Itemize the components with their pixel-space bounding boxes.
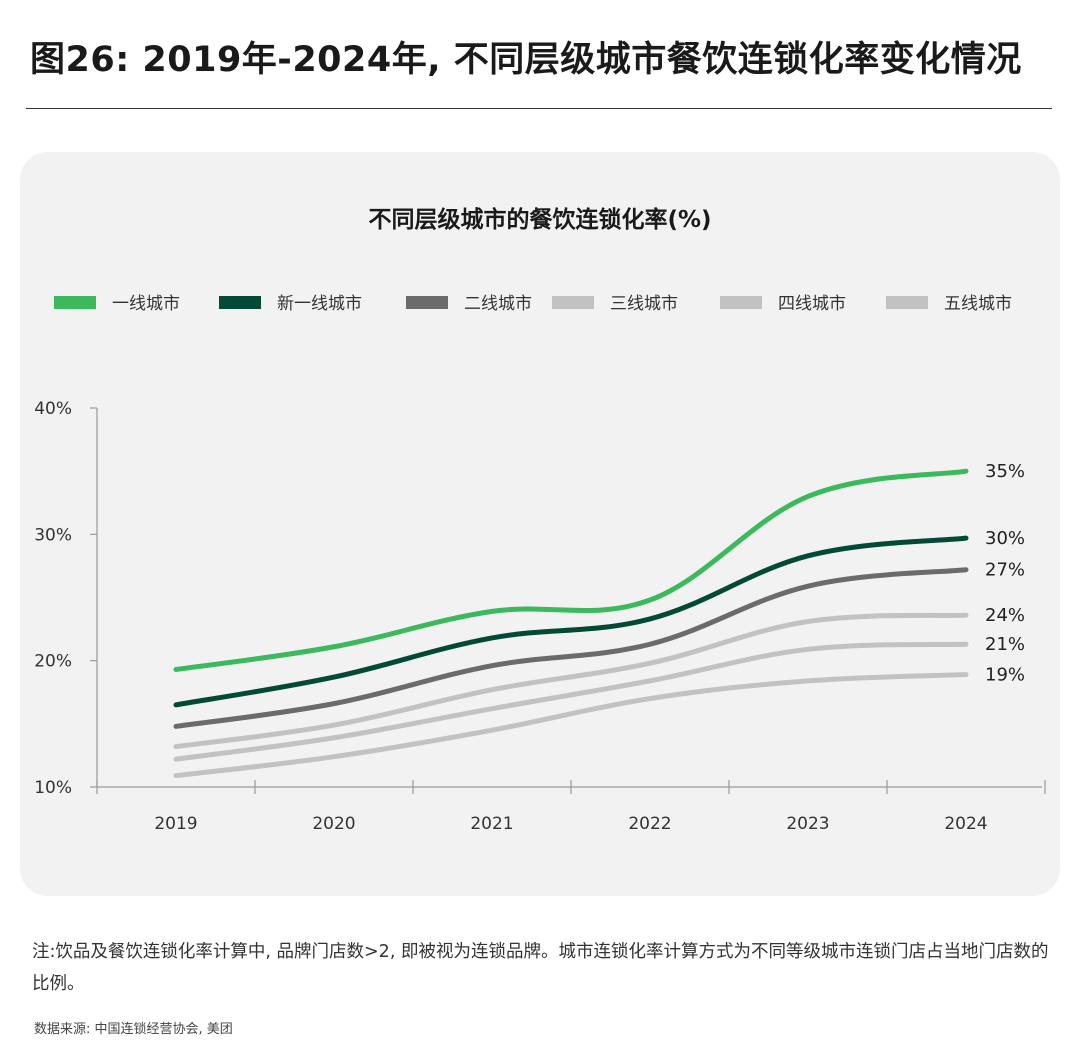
series-line xyxy=(173,641,969,762)
legend-swatch xyxy=(406,296,448,309)
data-source: 数据来源: 中国连锁经营协会, 美团 xyxy=(34,1022,233,1037)
legend-label: 新一线城市 xyxy=(277,294,362,314)
series-line xyxy=(173,535,969,708)
figure-title: 图26: 2019年-2024年, 不同层级城市餐饮连锁化率变化情况 xyxy=(30,40,1022,80)
end-value-label: 35% xyxy=(985,461,1025,482)
footnote: 注:饮品及餐饮连锁化率计算中, 品牌门店数>2, 即被视为连锁品牌。城市连锁化率… xyxy=(32,942,1049,994)
legend-swatch xyxy=(54,296,96,309)
x-tick-label: 2019 xyxy=(154,814,197,834)
x-tick-label: 2024 xyxy=(944,814,987,834)
end-value-label: 21% xyxy=(985,634,1025,655)
series-line xyxy=(173,612,969,750)
chart-axes: 10% 20% 30% 40% 2019 2020 2021 2022 2023 2024 xyxy=(34,399,1046,834)
end-value-label: 30% xyxy=(985,528,1025,549)
chart-legend: 一线城市 新一线城市 二线城市 三线城市 四线城市 五线城市 xyxy=(54,294,1012,314)
series-line xyxy=(173,468,969,673)
x-tick-label: 2022 xyxy=(628,814,671,834)
legend-swatch xyxy=(720,296,762,309)
chart-lines xyxy=(173,468,969,779)
legend-swatch xyxy=(552,296,594,309)
legend-label: 四线城市 xyxy=(778,294,846,314)
x-tick-label: 2021 xyxy=(470,814,513,834)
legend-swatch xyxy=(886,296,928,309)
series-line xyxy=(173,567,969,729)
series-line xyxy=(173,672,969,779)
end-value-label: 27% xyxy=(985,560,1025,581)
line-chart: 不同层级城市的餐饮连锁化率(%) 一线城市 新一线城市 二线城市 三线城市 四线城市 五线… xyxy=(34,206,1046,834)
legend-swatch xyxy=(219,296,261,309)
y-tick-label: 40% xyxy=(34,399,72,419)
end-labels: 35% 30% 27% 24% 21% 19% xyxy=(985,461,1025,685)
y-tick-label: 10% xyxy=(34,778,72,798)
legend-label: 二线城市 xyxy=(464,294,532,314)
chart-panel: 不同层级城市的餐饮连锁化率(%) 一线城市 新一线城市 二线城市 三线城市 四线城市 五线… xyxy=(20,152,1060,896)
y-tick-label: 20% xyxy=(34,652,72,672)
legend-label: 一线城市 xyxy=(112,294,180,314)
end-value-label: 19% xyxy=(985,665,1025,686)
title-divider xyxy=(26,108,1052,109)
y-tick-label: 30% xyxy=(34,525,72,545)
x-tick-label: 2020 xyxy=(312,814,355,834)
legend-label: 五线城市 xyxy=(944,294,1012,314)
end-value-label: 24% xyxy=(985,605,1025,626)
legend-label: 三线城市 xyxy=(610,294,678,314)
chart-title: 不同层级城市的餐饮连锁化率(%) xyxy=(368,206,711,233)
x-tick-label: 2023 xyxy=(786,814,829,834)
